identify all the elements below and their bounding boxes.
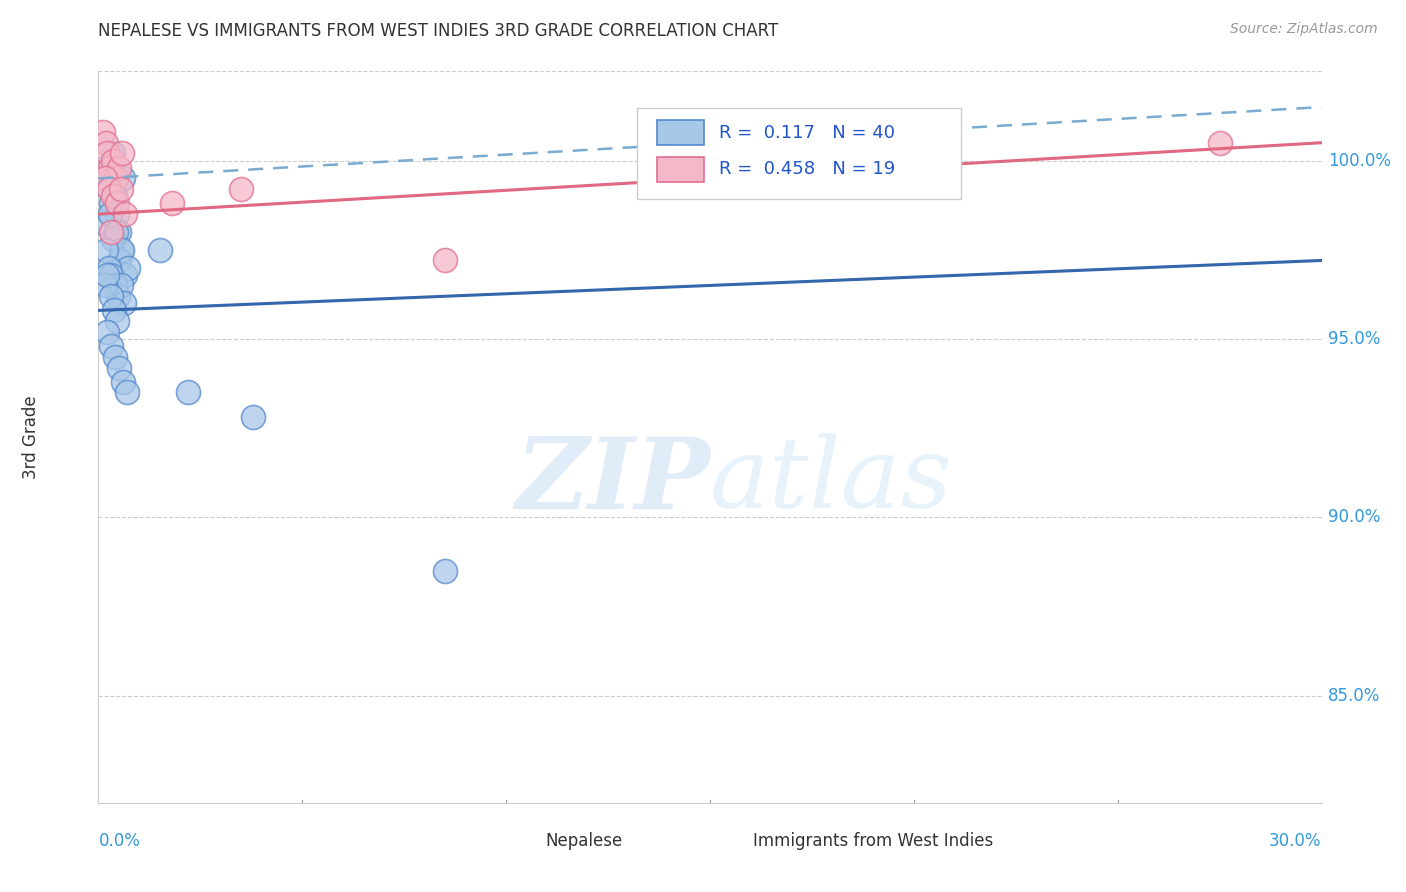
- Point: [100, 339, 122, 353]
- Text: 30.0%: 30.0%: [1270, 832, 1322, 850]
- FancyBboxPatch shape: [637, 108, 960, 200]
- Text: 90.0%: 90.0%: [1327, 508, 1381, 526]
- Text: atlas: atlas: [710, 434, 953, 529]
- Point: [105, 207, 128, 221]
- Point: [1208, 136, 1232, 150]
- Point: [98, 161, 121, 175]
- Point: [177, 385, 200, 400]
- Point: [100, 268, 122, 282]
- FancyBboxPatch shape: [710, 830, 741, 850]
- Point: [101, 146, 124, 161]
- Point: [108, 253, 131, 268]
- Point: [115, 385, 138, 400]
- Text: 95.0%: 95.0%: [1327, 330, 1381, 348]
- Point: [96, 171, 118, 186]
- Point: [94, 136, 117, 150]
- Text: Nepalese: Nepalese: [546, 832, 621, 850]
- Point: [112, 296, 135, 310]
- Point: [94, 243, 117, 257]
- Point: [111, 146, 134, 161]
- Point: [105, 314, 128, 328]
- Text: 0.0%: 0.0%: [98, 832, 141, 850]
- Point: [105, 196, 128, 211]
- Point: [96, 218, 118, 232]
- Point: [96, 325, 118, 339]
- Point: [231, 182, 253, 196]
- Point: [104, 189, 127, 203]
- Point: [91, 125, 114, 139]
- Point: [100, 225, 122, 239]
- Point: [96, 268, 118, 282]
- Text: R =  0.117   N = 40: R = 0.117 N = 40: [718, 124, 894, 142]
- Point: [104, 225, 127, 239]
- FancyBboxPatch shape: [658, 120, 704, 145]
- Point: [110, 243, 132, 257]
- Point: [107, 289, 129, 303]
- Point: [108, 360, 131, 375]
- Point: [110, 182, 132, 196]
- Point: [242, 410, 264, 425]
- Point: [97, 260, 120, 275]
- Point: [98, 207, 121, 221]
- Point: [97, 182, 120, 196]
- Point: [101, 153, 124, 168]
- Point: [93, 161, 115, 175]
- Point: [433, 564, 456, 578]
- Text: 85.0%: 85.0%: [1327, 687, 1381, 705]
- Point: [104, 171, 127, 186]
- Point: [111, 375, 134, 389]
- Point: [93, 171, 115, 186]
- FancyBboxPatch shape: [502, 830, 533, 850]
- Point: [104, 350, 127, 364]
- Point: [97, 182, 120, 196]
- Point: [149, 243, 172, 257]
- Point: [433, 253, 456, 268]
- Point: [96, 146, 118, 161]
- Text: 100.0%: 100.0%: [1327, 152, 1391, 169]
- Text: Source: ZipAtlas.com: Source: ZipAtlas.com: [1230, 22, 1378, 37]
- Text: NEPALESE VS IMMIGRANTS FROM WEST INDIES 3RD GRADE CORRELATION CHART: NEPALESE VS IMMIGRANTS FROM WEST INDIES …: [98, 22, 779, 40]
- Point: [114, 207, 136, 221]
- Text: 3rd Grade: 3rd Grade: [22, 395, 41, 479]
- Point: [101, 189, 124, 203]
- FancyBboxPatch shape: [658, 157, 704, 182]
- Point: [108, 225, 131, 239]
- Point: [93, 278, 115, 293]
- Point: [111, 171, 134, 186]
- Point: [117, 260, 139, 275]
- Text: R =  0.458   N = 19: R = 0.458 N = 19: [718, 161, 894, 178]
- Point: [108, 161, 131, 175]
- Point: [101, 232, 124, 246]
- Point: [100, 196, 122, 211]
- Text: ZIP: ZIP: [515, 433, 710, 529]
- Text: Immigrants from West Indies: Immigrants from West Indies: [752, 832, 993, 850]
- Point: [114, 268, 136, 282]
- Point: [111, 243, 134, 257]
- Point: [100, 289, 122, 303]
- Point: [103, 303, 125, 318]
- Point: [110, 278, 132, 293]
- Point: [160, 196, 183, 211]
- Point: [104, 278, 127, 293]
